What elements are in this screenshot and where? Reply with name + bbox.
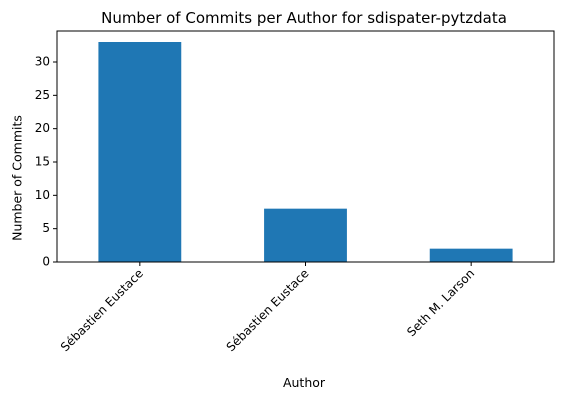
- y-tick-label-6: 30: [35, 55, 50, 69]
- x-axis-label: Author: [283, 375, 326, 390]
- y-tick-label-1: 5: [42, 221, 50, 235]
- x-ticks: Sébastien Eustace Sébastien Eustace Seth M…: [58, 262, 477, 354]
- x-tick-label-2: Sébastien Eustace: [224, 266, 312, 354]
- chart-title: Number of Commits per Author for sdispat…: [101, 9, 507, 27]
- x-tick-label-3: Seth M. Larson: [404, 266, 477, 339]
- x-tick-label-1: Sébastien Eustace: [58, 266, 146, 354]
- y-tick-label-4: 20: [35, 121, 50, 135]
- y-tick-label-5: 25: [35, 88, 50, 102]
- y-tick-label-2: 10: [35, 188, 50, 202]
- bars: [98, 42, 513, 262]
- y-ticks: 0 5 10 15 20 25 30: [35, 55, 57, 269]
- y-axis-label: Number of Commits: [10, 115, 25, 241]
- bar-1: [98, 42, 182, 262]
- plot-frame: [56, 30, 555, 263]
- bar-2: [264, 208, 347, 262]
- bar-3: [429, 248, 513, 262]
- y-tick-label-3: 15: [35, 155, 50, 169]
- y-tick-label-0: 0: [42, 255, 50, 269]
